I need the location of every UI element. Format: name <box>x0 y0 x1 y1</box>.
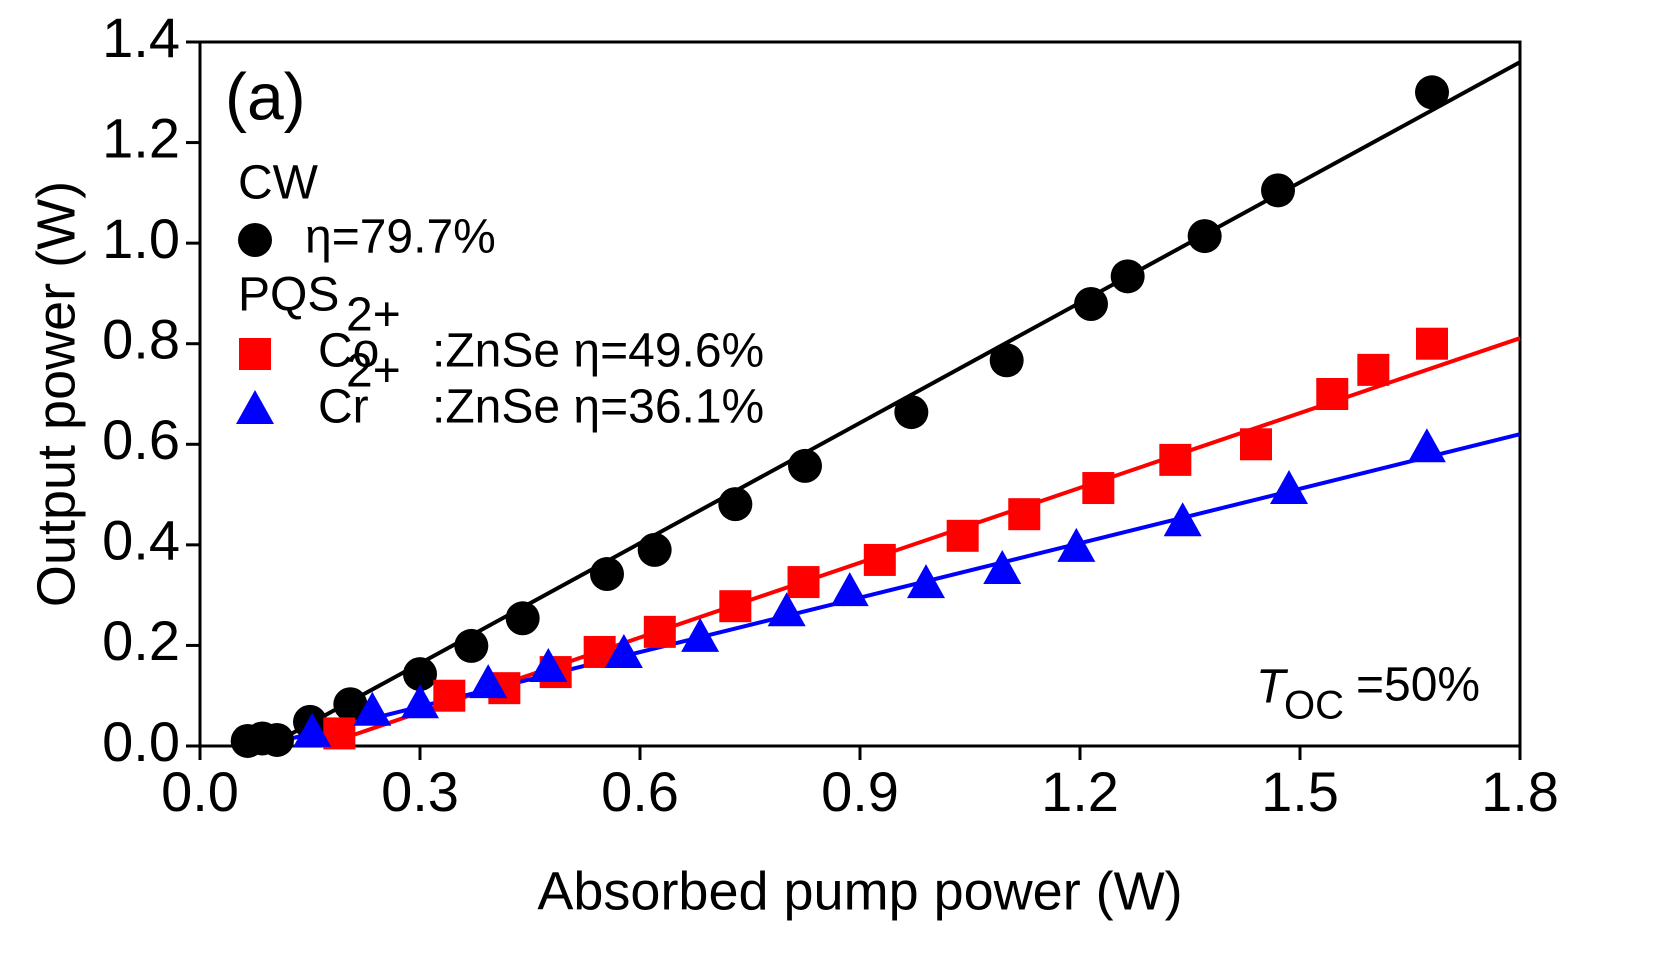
marker <box>1187 219 1222 254</box>
marker <box>983 550 1022 584</box>
y-tick-label: 0.6 <box>102 408 180 471</box>
legend-label: 2+ <box>346 345 401 398</box>
y-tick-label: 0.2 <box>102 609 180 672</box>
marker <box>401 684 439 719</box>
annotation: =50% <box>1356 659 1480 712</box>
annotation: T <box>1256 661 1289 714</box>
marker <box>353 691 392 726</box>
marker <box>1261 173 1295 208</box>
marker <box>787 566 820 599</box>
x-tick-label: 0.9 <box>821 760 899 823</box>
marker <box>469 664 508 699</box>
marker <box>1110 259 1145 294</box>
marker <box>403 657 437 692</box>
marker <box>333 687 368 722</box>
marker <box>894 395 929 430</box>
marker <box>1270 470 1308 505</box>
x-tick-label: 0.0 <box>161 760 239 823</box>
y-tick-label: 1.2 <box>102 106 180 169</box>
marker <box>1357 353 1390 386</box>
panel-label: (a) <box>225 59 306 133</box>
marker <box>1407 428 1446 463</box>
x-tick-label: 1.8 <box>1481 760 1559 823</box>
marker <box>604 633 643 668</box>
marker <box>637 532 672 567</box>
legend-label: Cr <box>318 381 369 434</box>
y-tick-label: 0.0 <box>102 710 180 773</box>
x-tick-label: 0.6 <box>601 760 679 823</box>
marker <box>260 722 294 757</box>
marker <box>454 628 489 663</box>
x-tick-label: 1.2 <box>1041 760 1119 823</box>
legend-label: 2+ <box>346 289 401 342</box>
marker <box>1008 498 1041 531</box>
legend-label: Co <box>318 325 379 378</box>
y-tick-label: 0.4 <box>102 509 180 572</box>
legend-heading: PQS <box>238 269 339 322</box>
marker <box>1163 502 1202 537</box>
marker <box>788 448 822 483</box>
y-axis-title: Output power (W) <box>26 181 86 607</box>
legend-label: η=79.7% <box>305 211 496 264</box>
marker <box>681 617 720 652</box>
marker <box>293 712 332 747</box>
marker <box>1415 75 1449 110</box>
marker <box>946 519 979 552</box>
marker <box>719 590 752 623</box>
legend-heading: CW <box>238 157 319 210</box>
marker <box>643 615 676 648</box>
marker <box>1240 428 1272 461</box>
marker <box>718 487 753 522</box>
marker <box>989 343 1024 378</box>
marker <box>767 592 806 627</box>
marker <box>1159 443 1192 476</box>
marker <box>863 543 896 576</box>
y-tick-label: 1.0 <box>102 207 180 270</box>
marker <box>1074 286 1108 321</box>
x-tick-label: 1.5 <box>1261 760 1339 823</box>
marker <box>505 601 540 636</box>
marker <box>1057 527 1096 562</box>
legend-label: :ZnSe η=36.1% <box>432 381 764 434</box>
legend-marker <box>238 223 272 257</box>
marker <box>1316 378 1349 410</box>
fit-line <box>260 432 1521 748</box>
marker <box>830 572 869 607</box>
legend-marker <box>236 390 274 424</box>
y-tick-label: 1.4 <box>102 6 180 69</box>
legend-marker <box>239 338 271 370</box>
annotation: OC <box>1284 684 1344 728</box>
legend-label: :ZnSe η=49.6% <box>432 325 764 378</box>
x-tick-label: 0.3 <box>381 760 459 823</box>
marker <box>433 679 466 712</box>
marker <box>1416 327 1448 360</box>
x-axis-title: Absorbed pump power (W) <box>537 861 1182 921</box>
marker <box>907 564 945 599</box>
marker <box>590 557 624 592</box>
y-tick-label: 0.8 <box>102 308 180 371</box>
marker <box>529 648 568 683</box>
marker <box>1082 472 1115 505</box>
